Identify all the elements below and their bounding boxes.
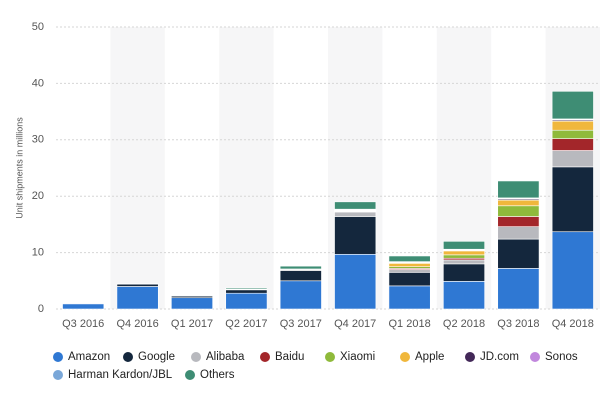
legend-swatch — [260, 352, 270, 362]
bar-segment — [551, 90, 594, 120]
legend-label: Harman Kardon/JBL — [68, 369, 173, 381]
bar-segment — [388, 272, 431, 287]
bar-segment — [443, 250, 485, 256]
bar-segment — [171, 295, 213, 297]
legend-label: JD.com — [480, 351, 519, 363]
legend-swatch — [123, 352, 133, 362]
bar-segment — [116, 283, 159, 285]
bar-segment — [551, 138, 594, 151]
bar-segment — [443, 259, 485, 265]
bar-segment — [551, 231, 594, 310]
y-tick-label: 0 — [38, 303, 44, 315]
legend-swatch — [53, 352, 63, 362]
bar-segment — [388, 269, 431, 273]
bar-segment — [443, 281, 485, 310]
bar-segment — [334, 211, 377, 217]
bar-segment — [551, 129, 594, 139]
bar-segment — [497, 268, 540, 310]
bar-segment — [62, 303, 105, 310]
x-tick-label: Q1 2017 — [171, 318, 213, 330]
legend-swatch — [53, 370, 63, 380]
legend-label: Alibaba — [206, 351, 245, 363]
legend-swatch — [185, 370, 195, 380]
bar-segment — [551, 150, 594, 168]
bar-segment — [497, 216, 540, 227]
y-tick-label: 50 — [32, 21, 44, 33]
bar-segment — [225, 292, 268, 310]
bar-segment — [443, 254, 485, 259]
column-band — [110, 27, 165, 309]
legend-swatch — [530, 352, 540, 362]
bar-segment — [388, 263, 431, 268]
legend-swatch — [465, 352, 475, 362]
x-tick-label: Q3 2017 — [280, 318, 322, 330]
legend-label: Amazon — [68, 351, 110, 363]
bar-segment — [551, 120, 594, 131]
bar-segment — [388, 255, 431, 262]
x-tick-label: Q4 2016 — [116, 318, 158, 330]
y-tick-label: 30 — [32, 134, 44, 146]
legend-label: Apple — [415, 351, 444, 363]
y-tick-label: 20 — [32, 190, 44, 202]
bar-segment — [497, 226, 540, 240]
y-tick-label: 10 — [32, 247, 44, 259]
bar-segment — [116, 283, 159, 287]
bar-segment — [334, 253, 377, 310]
legend-swatch — [400, 352, 410, 362]
bar-segment — [551, 166, 594, 233]
legend-label: Google — [138, 351, 175, 363]
x-tick-label: Q3 2018 — [497, 318, 539, 330]
legend-label: Sonos — [545, 351, 578, 363]
legend-label: Others — [200, 369, 235, 381]
bar-segment — [497, 199, 540, 207]
x-tick-label: Q3 2016 — [62, 318, 104, 330]
legend-label: Xiaomi — [340, 351, 375, 363]
bar-segment — [388, 285, 431, 310]
bar-segment — [279, 270, 322, 282]
x-tick-label: Q2 2017 — [225, 318, 267, 330]
bar-segment — [334, 216, 377, 255]
column-band — [219, 27, 274, 309]
legend-swatch — [325, 352, 335, 362]
bar-segment — [443, 241, 485, 250]
bar-segment — [225, 287, 268, 290]
x-tick-label: Q4 2018 — [552, 318, 594, 330]
y-tick-label: 40 — [32, 77, 44, 89]
x-tick-label: Q4 2017 — [334, 318, 376, 330]
x-tick-label: Q2 2018 — [443, 318, 485, 330]
bar-segment — [443, 263, 485, 282]
x-tick-label: Q1 2018 — [388, 318, 430, 330]
bar-segment — [497, 238, 540, 269]
bar-segment — [171, 297, 213, 310]
bar-segment — [279, 265, 322, 270]
bar-segment — [497, 205, 540, 217]
bar-segment — [334, 201, 377, 210]
bar-segment — [497, 180, 540, 199]
legend-swatch — [191, 352, 201, 362]
bar-segment — [279, 280, 322, 310]
legend-label: Baidu — [275, 351, 304, 363]
y-axis-label: Unit shipments in millions — [14, 117, 24, 219]
bar-segment — [116, 286, 159, 310]
bar-segment — [225, 289, 268, 294]
